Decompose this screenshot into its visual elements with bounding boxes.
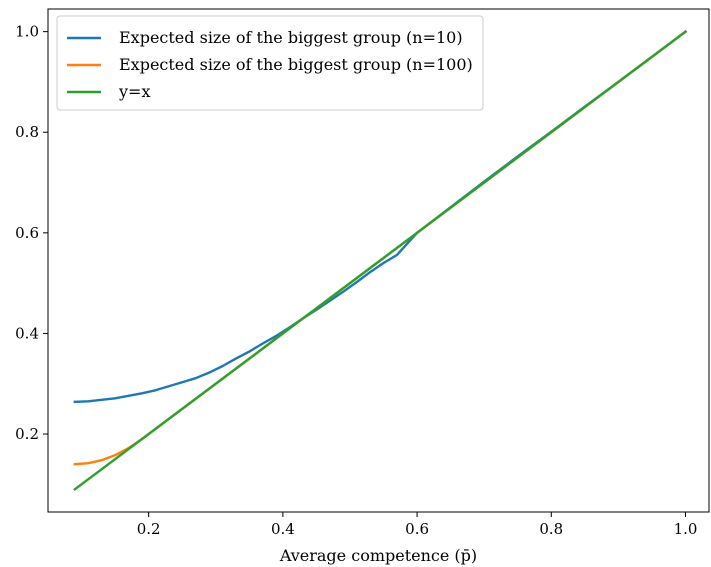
y-tick-label: 0.6 — [15, 224, 39, 242]
plot-lines — [73, 29, 688, 492]
x-tick-label: 0.2 — [137, 520, 161, 538]
x-tick-label: 0.6 — [405, 520, 429, 538]
ticks: 0.2 0.4 0.6 0.8 1.0 0.2 0.4 0.6 0.8 1.0 — [15, 23, 697, 538]
legend-label-1: Expected size of the biggest group (n=10… — [119, 28, 463, 47]
y-tick-label: 0.2 — [15, 425, 39, 443]
x-tick-label: 1.0 — [674, 520, 698, 538]
legend-label-2: Expected size of the biggest group (n=10… — [119, 55, 473, 74]
x-tick-label: 0.4 — [271, 520, 295, 538]
legend-label-3: y=x — [118, 82, 150, 101]
y-tick-label: 0.4 — [15, 324, 39, 342]
axes-frame — [47, 8, 710, 513]
legend: Expected size of the biggest group (n=10… — [56, 15, 484, 111]
legend-box — [56, 15, 484, 111]
x-tick-label: 0.8 — [539, 520, 563, 538]
y-tick-label: 1.0 — [15, 23, 39, 41]
x-axis-label: Average competence (p̄) — [279, 546, 477, 565]
series-line-3 — [73, 29, 688, 492]
y-tick-label: 0.8 — [15, 123, 39, 141]
